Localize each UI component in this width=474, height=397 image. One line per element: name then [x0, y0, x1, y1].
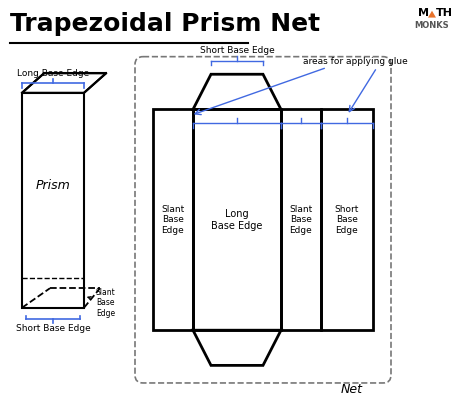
- Bar: [153, 110, 193, 330]
- Bar: [321, 110, 373, 330]
- Text: Short Base Edge: Short Base Edge: [200, 46, 274, 55]
- Text: Short
Base
Edge: Short Base Edge: [335, 205, 359, 235]
- Text: Prism: Prism: [36, 179, 70, 192]
- Text: Slant
Base
Edge: Slant Base Edge: [88, 288, 116, 318]
- Text: TH: TH: [436, 8, 453, 18]
- Text: Net: Net: [341, 383, 363, 396]
- Text: areas for applying glue: areas for applying glue: [302, 58, 407, 66]
- Text: Long
Base Edge: Long Base Edge: [211, 209, 263, 231]
- Bar: [281, 110, 321, 330]
- Text: Short Base Edge: Short Base Edge: [16, 324, 91, 333]
- Text: Slant
Base
Edge: Slant Base Edge: [161, 205, 185, 235]
- Text: Slant
Base
Edge: Slant Base Edge: [289, 205, 313, 235]
- Text: MONKS: MONKS: [415, 21, 449, 29]
- Bar: [193, 110, 281, 330]
- Text: Long Base Edge: Long Base Edge: [17, 69, 89, 78]
- Text: M: M: [418, 8, 429, 18]
- Text: Trapezoidal Prism Net: Trapezoidal Prism Net: [10, 12, 320, 36]
- Polygon shape: [428, 11, 436, 17]
